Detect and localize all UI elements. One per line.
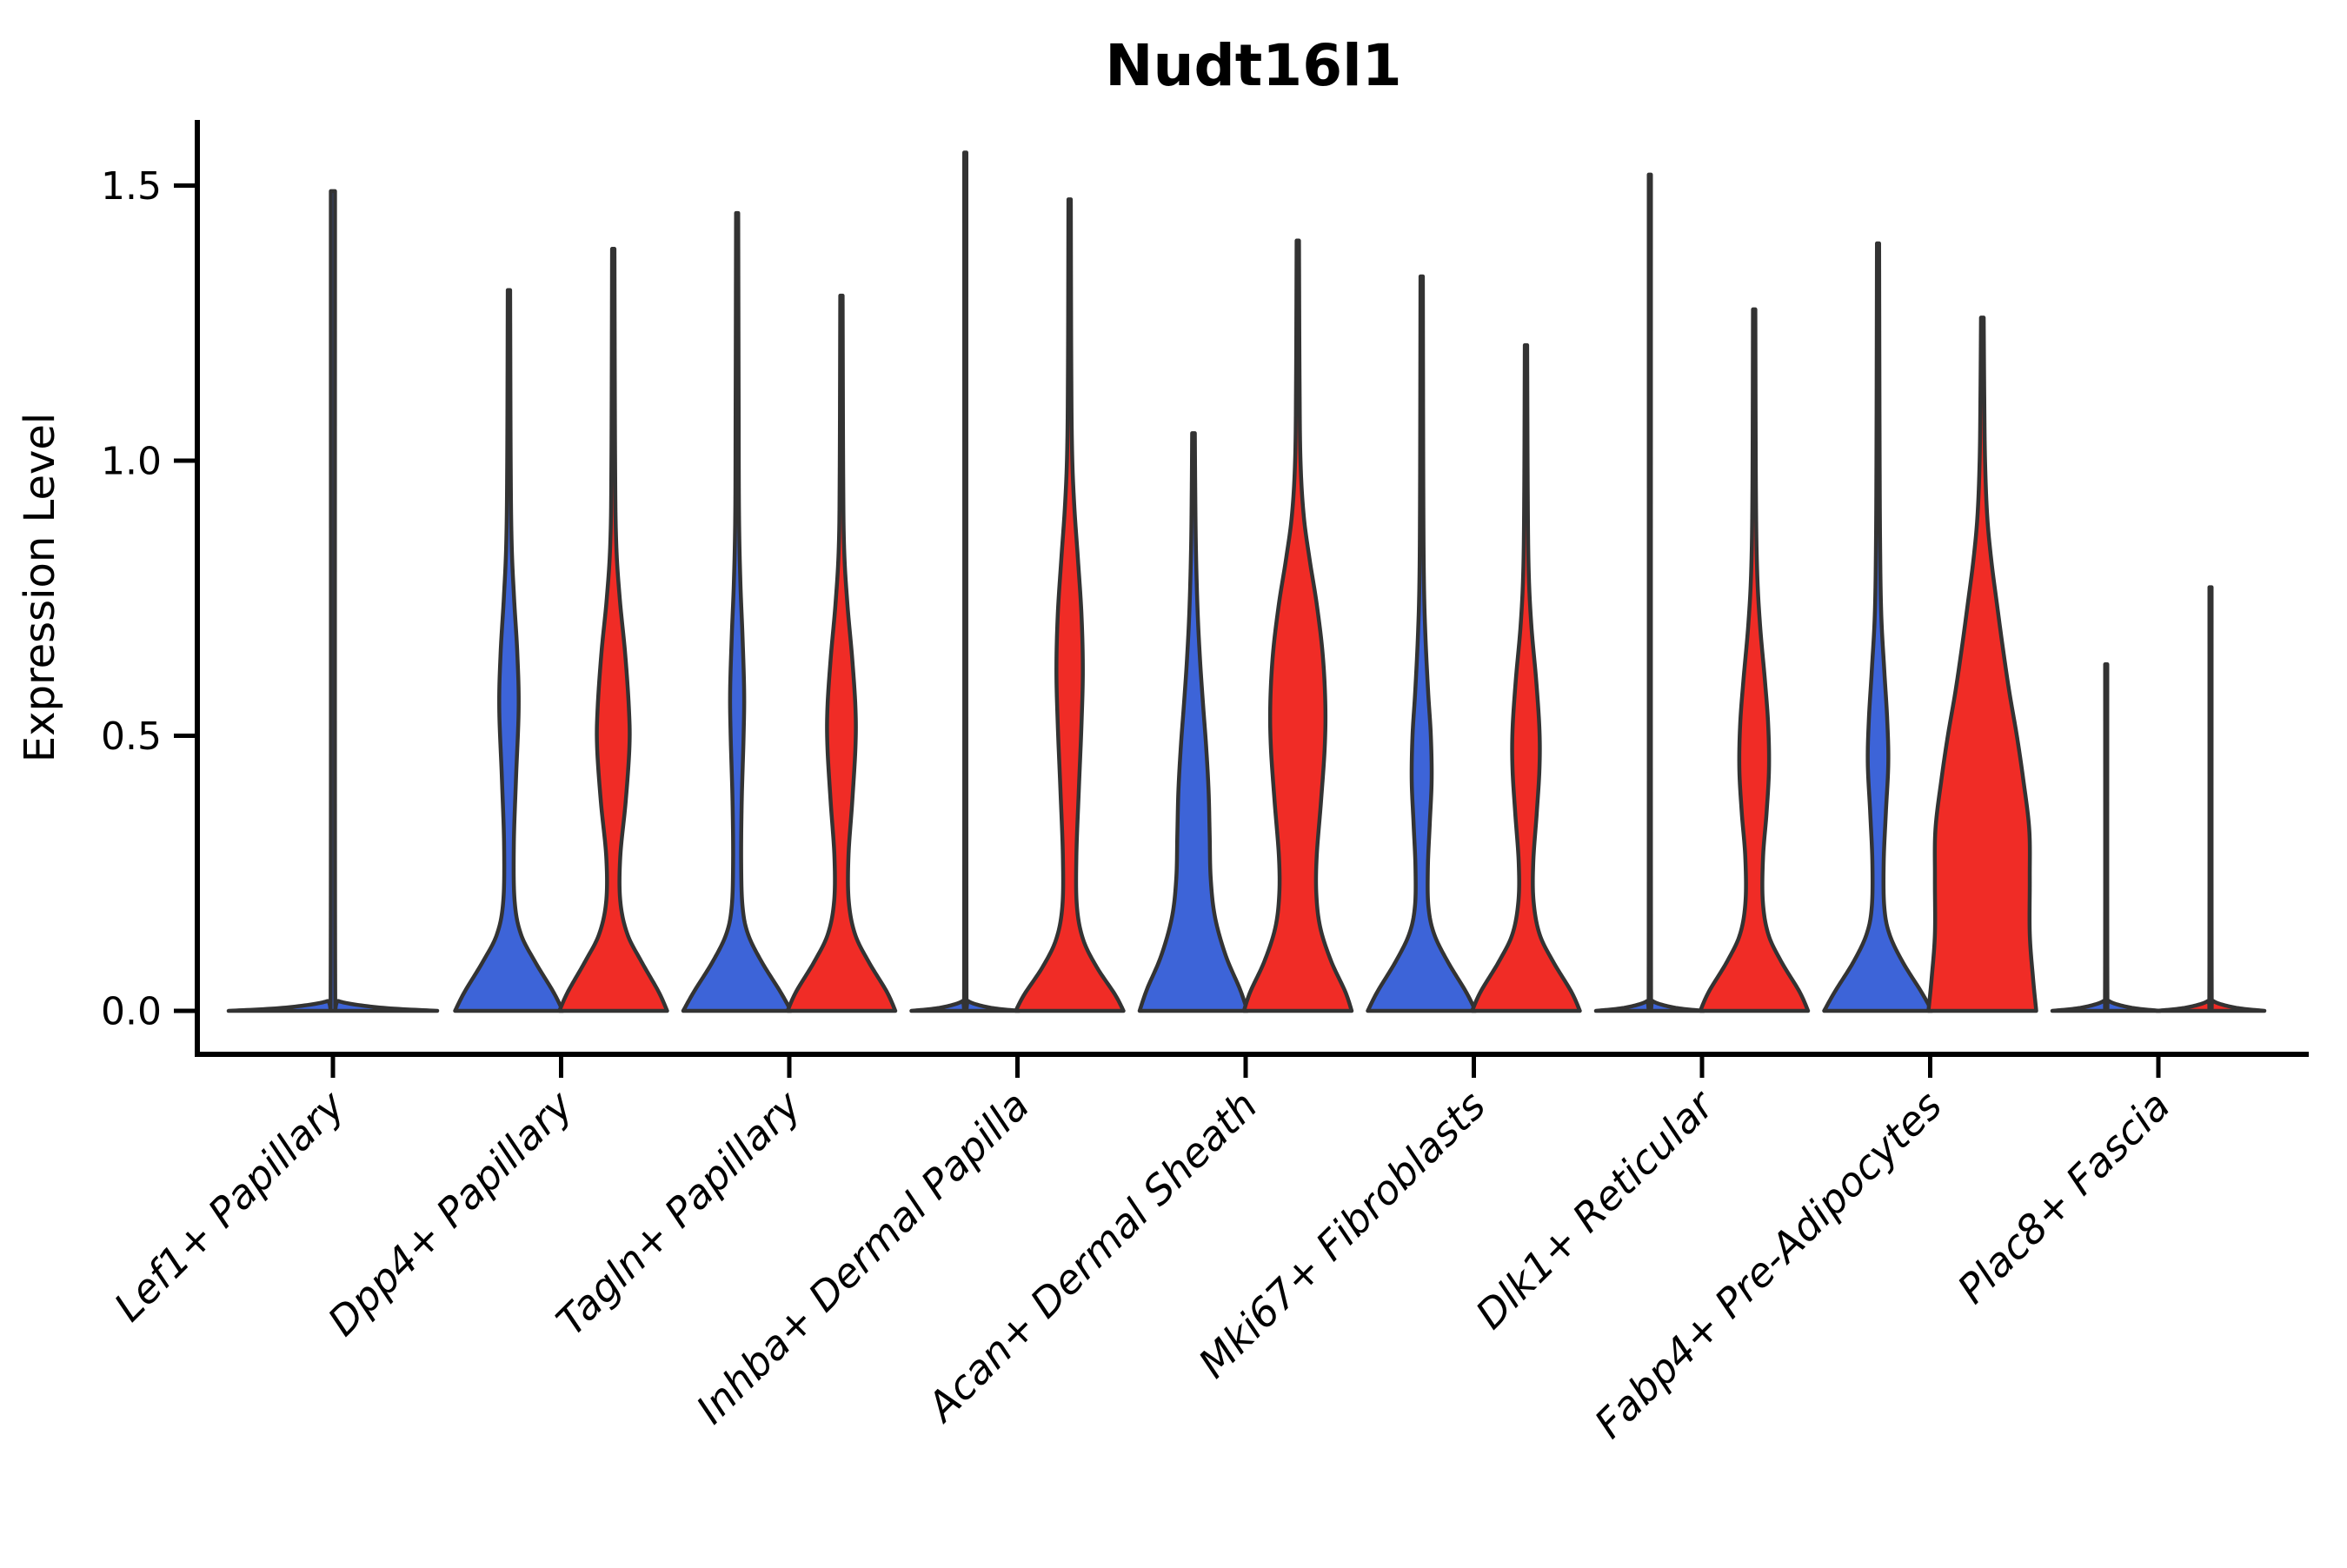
x-category-label-3: Tagln+ Papillary xyxy=(547,1081,810,1345)
violin-acan-red xyxy=(1241,238,1354,1013)
violin-layer xyxy=(226,150,2267,1013)
violin-dpp4-red xyxy=(557,247,669,1013)
violin-dpp4-blue xyxy=(453,288,565,1013)
violin-lef1-single xyxy=(226,189,440,1013)
violin-inhba-red xyxy=(1014,197,1126,1013)
y-tick-label-1.5: 1.5 xyxy=(101,164,162,209)
chart-title: Nudt16l1 xyxy=(1105,32,1401,99)
violin-dlk1-red xyxy=(1698,307,1811,1013)
violin-tagln-red xyxy=(785,293,898,1013)
y-tick-label-1.0: 1.0 xyxy=(101,439,162,483)
y-tick-label-0.5: 0.5 xyxy=(101,714,162,759)
violin-mki67-blue xyxy=(1366,274,1478,1013)
axes-layer xyxy=(174,120,2309,1078)
violin-inhba-blue xyxy=(909,150,1021,1013)
x-category-label-7: Dlk1+ Reticular xyxy=(1466,1080,1725,1338)
violin-plac8-blue xyxy=(2050,661,2163,1013)
violin-mki67-red xyxy=(1470,342,1582,1013)
violin-plac8-red xyxy=(2154,585,2267,1013)
violin-acan-blue xyxy=(1137,431,1250,1013)
violin-tagln-blue xyxy=(681,210,794,1013)
y-axis-label: Expression Level xyxy=(16,413,64,763)
x-category-label-2: Dpp4+ Papillary xyxy=(319,1081,582,1345)
x-category-label-9: Plac8+ Fascia xyxy=(1948,1082,2178,1312)
violin-fabp4-red xyxy=(1926,316,2038,1013)
violin-fabp4-blue xyxy=(1822,241,1934,1013)
violin-dlk1-blue xyxy=(1593,172,1706,1013)
y-tick-label-0.0: 0.0 xyxy=(101,989,162,1033)
x-category-label-1: Lef1+ Papillary xyxy=(105,1081,354,1330)
